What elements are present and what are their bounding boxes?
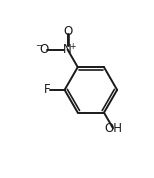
Text: F: F	[43, 83, 50, 96]
Text: −: −	[35, 41, 42, 51]
Text: +: +	[69, 42, 75, 51]
Text: O: O	[39, 43, 48, 56]
Text: O: O	[63, 25, 72, 38]
Text: OH: OH	[104, 122, 122, 135]
Text: N: N	[63, 43, 72, 56]
